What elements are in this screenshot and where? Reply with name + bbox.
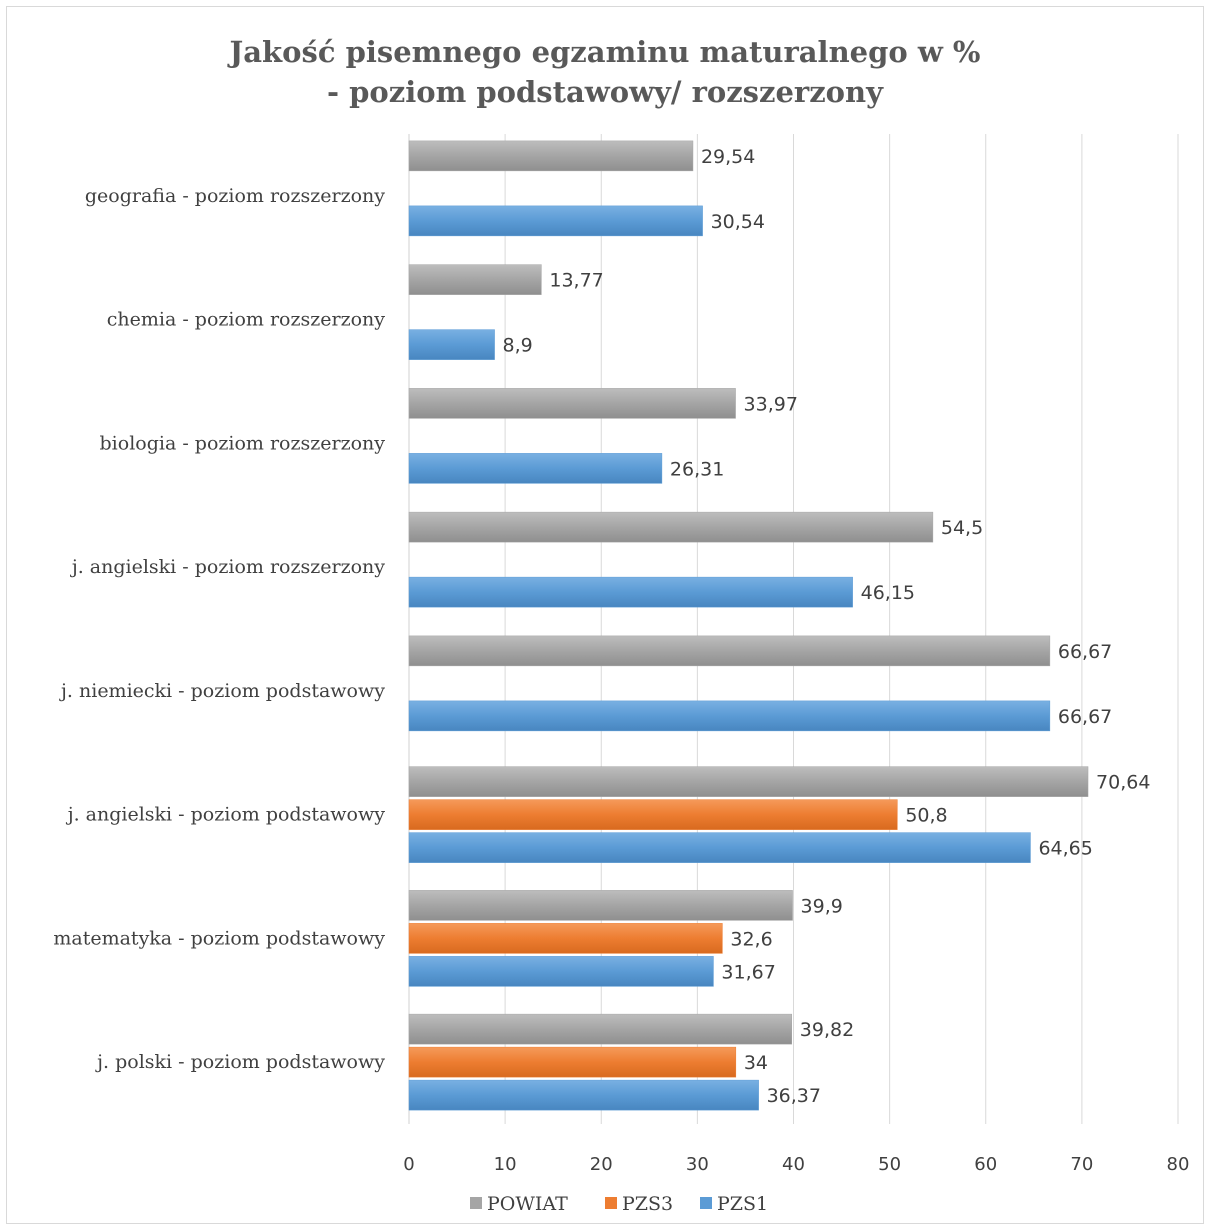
bar-pzs1 <box>408 1079 759 1111</box>
bar-pzs1 <box>408 956 714 987</box>
bar-pzs1 <box>408 832 1031 863</box>
bar-powiat <box>408 766 1089 797</box>
bar-powiat <box>408 890 793 921</box>
x-tick-label: 60 <box>974 1154 997 1175</box>
x-tick-label: 80 <box>1167 1154 1190 1175</box>
category-label: j. angielski - poziom rozszerzony <box>70 556 385 578</box>
data-label: 34 <box>744 1052 768 1074</box>
data-label: 26,31 <box>670 458 724 480</box>
x-tick-label: 20 <box>590 1154 613 1175</box>
bar-powiat <box>408 388 736 419</box>
bar-pzs1 <box>408 205 703 237</box>
x-tick-label: 70 <box>1070 1154 1093 1175</box>
bar-pzs1 <box>408 700 1051 732</box>
chart-title-line-1: Jakość pisemnego egzaminu maturalnego w … <box>229 35 981 69</box>
data-label: 33,97 <box>744 393 798 415</box>
legend-swatch-pzs3 <box>605 1197 617 1209</box>
data-label: 64,65 <box>1038 838 1092 860</box>
data-label: 30,54 <box>711 211 765 233</box>
data-label: 70,64 <box>1096 772 1150 794</box>
chart-title-line-2: - poziom podstawowy/ rozszerzony <box>327 75 883 109</box>
data-label: 36,37 <box>767 1085 821 1107</box>
category-label: j. angielski - poziom podstawowy <box>66 804 386 826</box>
category-label: biologia - poziom rozszerzony <box>100 432 386 454</box>
legend-swatch-pzs1 <box>700 1197 712 1209</box>
legend-label-pzs3: PZS3 <box>622 1193 673 1215</box>
data-label: 13,77 <box>549 270 603 292</box>
data-label: 29,54 <box>701 146 755 168</box>
bar-pzs3 <box>408 1046 737 1078</box>
bar-powiat <box>408 264 542 295</box>
bar-powiat <box>408 511 934 543</box>
bar-pzs1 <box>408 329 495 360</box>
category-label: j. polski - poziom podstawowy <box>95 1051 385 1073</box>
legend: POWIAT PZS3 PZS1 <box>470 1193 768 1215</box>
data-label: 39,9 <box>801 895 843 917</box>
x-tick-label: 40 <box>782 1154 805 1175</box>
data-label: 8,9 <box>503 335 533 357</box>
category-label: geografia - poziom rozszerzony <box>85 185 385 207</box>
data-label: 66,67 <box>1058 706 1112 728</box>
labels: 0 10 20 30 40 50 60 70 80 29,54 30,54 geografia - p… <box>53 146 1189 1175</box>
bar-pzs1 <box>408 453 663 484</box>
bars <box>408 140 1089 1111</box>
legend-swatch-powiat <box>470 1197 482 1209</box>
data-label: 46,15 <box>861 582 915 604</box>
data-label: 31,67 <box>721 961 775 983</box>
data-label: 39,82 <box>800 1019 854 1041</box>
chart-title: Jakość pisemnego egzaminu maturalnego w … <box>0 32 1208 112</box>
x-tick-label: 30 <box>686 1154 709 1175</box>
legend-label-pzs1: PZS1 <box>717 1193 768 1215</box>
category-label: matematyka - poziom podstawowy <box>53 927 385 949</box>
data-label: 54,5 <box>941 517 983 539</box>
bar-powiat <box>408 140 694 172</box>
category-label: chemia - poziom rozszerzony <box>107 309 386 331</box>
bar-pzs3 <box>408 923 723 954</box>
bar-pzs3 <box>408 799 898 830</box>
bar-powiat <box>408 1013 793 1045</box>
bar-pzs1 <box>408 576 853 608</box>
x-tick-label: 0 <box>403 1154 414 1175</box>
data-label: 66,67 <box>1058 641 1112 663</box>
bar-powiat <box>408 635 1051 667</box>
category-label: j. niemiecki - poziom podstawowy <box>59 680 385 702</box>
data-label: 32,6 <box>730 928 772 950</box>
data-label: 50,8 <box>905 805 947 827</box>
x-tick-label: 10 <box>494 1154 517 1175</box>
x-tick-label: 50 <box>878 1154 901 1175</box>
legend-label-powiat: POWIAT <box>487 1193 568 1215</box>
